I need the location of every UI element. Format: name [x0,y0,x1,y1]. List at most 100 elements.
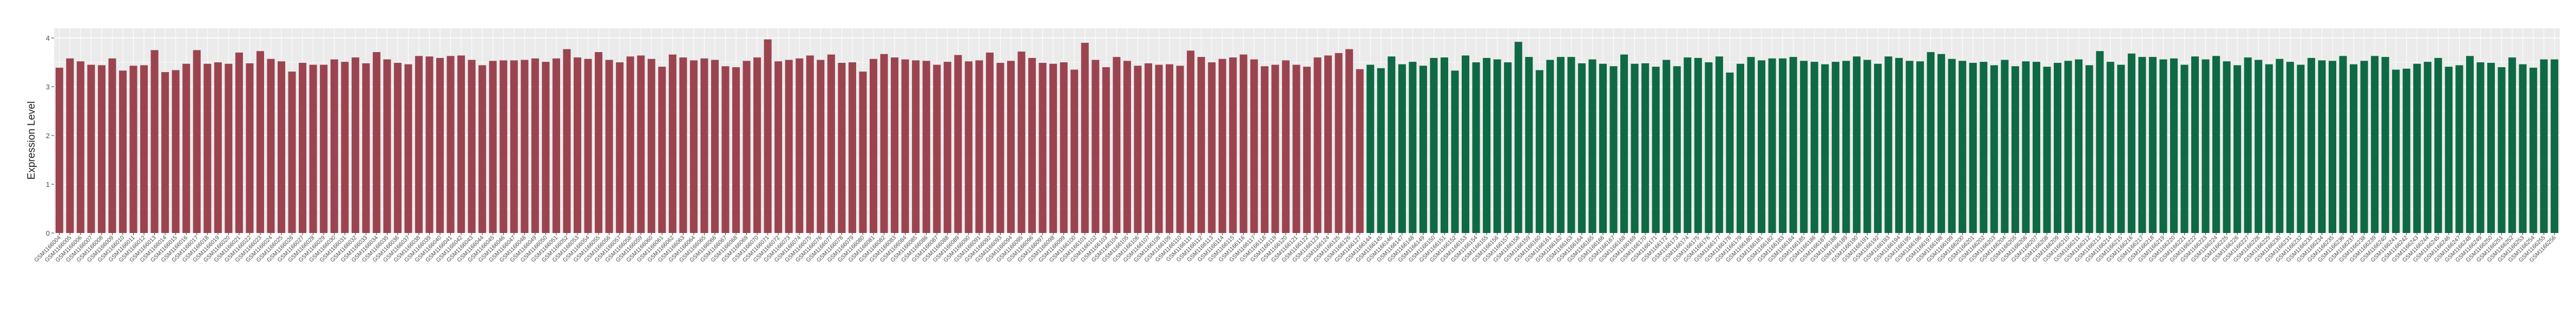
bar-GSM1166201 [1969,62,1977,234]
bar-GSM1166063 [679,57,687,233]
bar-GSM1166124 [1324,55,1332,234]
bar-GSM1166184 [1789,57,1797,233]
bar-GSM1166148 [1409,62,1417,233]
bar-GSM1166076 [817,60,825,233]
bar-GSM1166054 [584,59,592,233]
bar-GSM1166098 [1049,63,1057,233]
bar-GSM1166031 [341,62,349,233]
bar-GSM1166231 [2286,62,2294,233]
bar-GSM1166216 [2127,53,2135,234]
bar-GSM1166096 [1028,57,1036,234]
bar-GSM1166114 [1218,59,1226,233]
bar-GSM1166091 [975,60,983,234]
bar-GSM1166160 [1535,70,1543,233]
bar-GSM1166050 [542,62,550,233]
bar-GSM1166039 [425,56,433,233]
bar-GSM1166166 [1599,63,1607,233]
bar-GSM1166251 [2498,67,2506,233]
bar-GSM1166196 [1916,61,1924,233]
bar-GSM1166037 [404,64,412,233]
bar-GSM1166126 [1345,49,1353,233]
bar-GSM1166072 [774,61,783,233]
bar-GSM1166022 [246,63,254,234]
bar-GSM1166158 [1514,42,1522,233]
bar-GSM1166245 [2434,57,2442,234]
bar-GSM1166100 [1070,69,1079,233]
bar-GSM1166026 [288,72,296,233]
bar-GSM1166034 [372,52,380,233]
bar-GSM1166239 [2371,56,2379,234]
bar-GSM1166105 [1123,61,1131,234]
bar-GSM1166090 [964,61,972,233]
bar-GSM1166010 [119,70,127,234]
bar-GSM1166045 [489,61,497,234]
bar-GSM1166232 [2297,64,2305,233]
bar-GSM1166070 [753,57,761,233]
bar-GSM1166009 [108,58,116,234]
bar-GSM1166025 [277,61,286,233]
bar-GSM1166015 [172,70,180,233]
bar-GSM1166102 [1092,60,1100,233]
bar-GSM1166017 [193,50,201,233]
bar-GSM1166119 [1271,64,1279,233]
bar-GSM1166220 [2170,58,2178,234]
y-axis-title: Expression Level [26,101,37,180]
bar-GSM1166150 [1430,57,1438,234]
bar-GSM1166175 [1694,57,1702,234]
bar-GSM1166200 [1959,61,1967,234]
bar-GSM1166085 [912,60,920,234]
bar-GSM1166202 [1980,62,1988,233]
bar-GSM1166168 [1620,54,1628,233]
y-tick-label: 4 [46,34,50,42]
bar-GSM1166005 [66,58,74,234]
bar-GSM1166223 [2202,59,2210,233]
bar-GSM1166020 [225,63,233,233]
bar-GSM1166173 [1673,66,1681,233]
bar-GSM1166253 [2519,64,2527,233]
bar-GSM1166122 [1303,67,1311,233]
bar-GSM1166093 [996,62,1004,234]
bar-GSM1166004 [55,67,63,234]
bar-GSM1166198 [1937,54,1946,233]
bar-GSM1166256 [2551,59,2559,233]
bar-GSM1166159 [1525,57,1533,233]
bar-GSM1166107 [1144,63,1152,234]
bar-GSM1166099 [1060,62,1068,233]
bar-GSM1166032 [351,57,359,233]
bar-GSM1166157 [1504,62,1512,233]
bar-GSM1166151 [1440,57,1448,233]
bar-GSM1166227 [2244,57,2252,233]
bar-GSM1166248 [2466,56,2474,234]
bar-GSM1166229 [2265,64,2273,233]
bar-GSM1166161 [1546,60,1554,233]
bar-GSM1166038 [415,56,423,234]
bar-GSM1166008 [97,65,106,234]
bar-GSM1166187 [1821,64,1829,233]
bar-GSM1166055 [595,52,603,233]
bar-GSM1166101 [1081,43,1089,233]
y-tick-label: 2 [46,132,50,140]
bar-GSM1166155 [1483,57,1491,234]
bar-GSM1166081 [869,59,878,233]
bar-GSM1166088 [943,62,951,233]
bar-GSM1166218 [2148,57,2157,233]
bar-GSM1166219 [2159,59,2167,233]
bar-GSM1166188 [1831,62,1839,233]
bar-GSM1166103 [1102,67,1110,233]
bar-GSM1166144 [1366,64,1375,233]
bar-GSM1166217 [2138,57,2146,233]
bar-GSM1166192 [1874,63,1882,233]
bar-GSM1166240 [2381,57,2389,233]
bar-GSM1166095 [1017,51,1026,233]
bar-GSM1166149 [1419,66,1427,234]
bar-GSM1166156 [1493,59,1501,233]
bar-GSM1166254 [2529,67,2538,234]
bar-GSM1166027 [299,62,307,234]
bar-GSM1166242 [2402,68,2410,233]
bar-GSM1166170 [1641,63,1650,234]
bar-GSM1166190 [1852,56,1861,233]
bar-GSM1166230 [2276,59,2284,233]
bar-GSM1166077 [827,54,835,233]
bar-GSM1166064 [689,60,698,234]
